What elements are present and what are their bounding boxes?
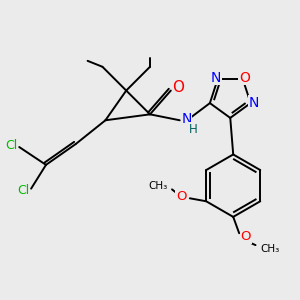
Text: O: O	[241, 230, 251, 243]
Text: CH₃: CH₃	[260, 244, 279, 254]
Text: O: O	[172, 80, 184, 95]
Text: O: O	[239, 71, 250, 85]
Text: O: O	[176, 190, 186, 203]
Text: N: N	[248, 96, 259, 110]
Text: N: N	[181, 112, 192, 126]
Text: Cl: Cl	[5, 139, 18, 152]
Text: CH₃: CH₃	[148, 181, 168, 191]
Text: Cl: Cl	[17, 184, 30, 196]
Text: H: H	[189, 123, 197, 136]
Text: N: N	[211, 71, 221, 85]
